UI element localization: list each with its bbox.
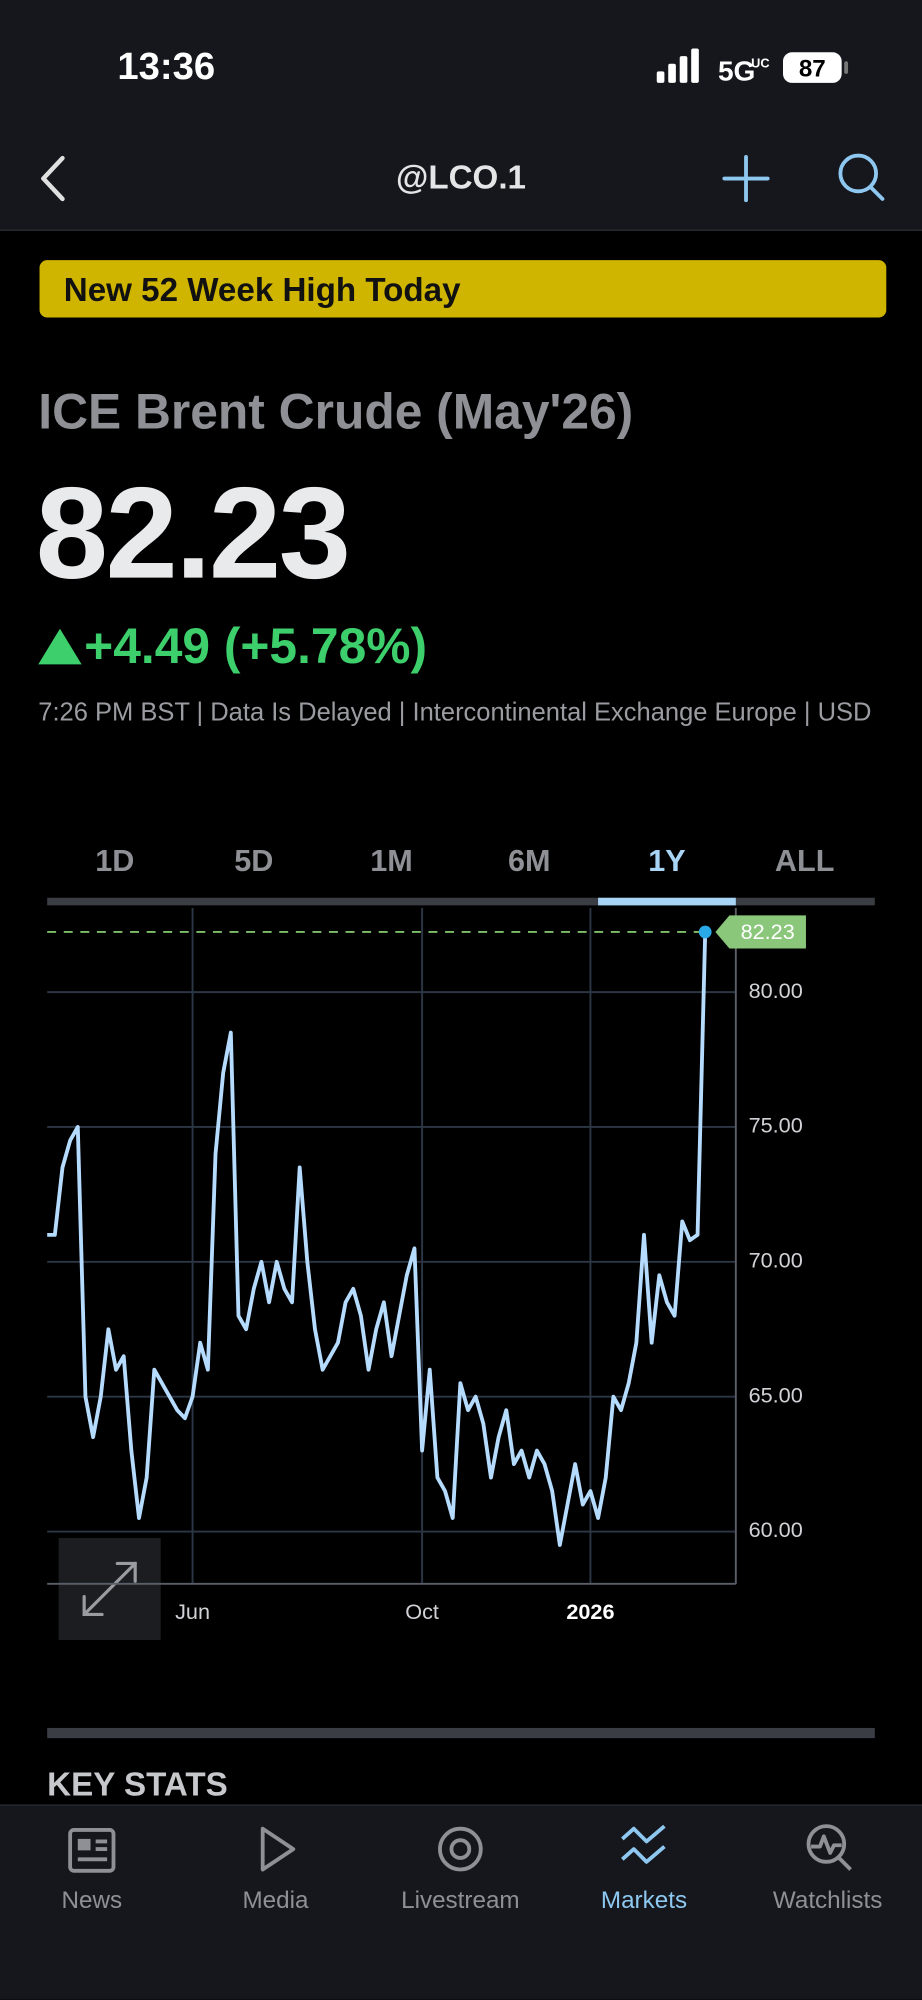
price-line <box>47 931 708 1547</box>
range-tab[interactable]: 1D <box>95 844 135 879</box>
range-tab[interactable]: 5D <box>234 844 274 879</box>
status-icons: 5G UC 87 <box>656 48 849 86</box>
y-tick-label: 65.00 <box>749 1382 803 1407</box>
header-title: @LCO.1 <box>396 158 526 197</box>
top-bar <box>0 0 922 231</box>
range-tab[interactable]: 1Y <box>648 844 686 879</box>
y-tick-label: 80.00 <box>749 978 803 1003</box>
expand-button[interactable] <box>58 1537 161 1640</box>
media-icon <box>260 1826 296 1872</box>
range-tab[interactable]: 6M <box>507 844 551 879</box>
nav-item[interactable]: Markets <box>600 1887 688 1915</box>
quote-info: 7:26 PM BST | Data Is Delayed | Intercon… <box>38 698 872 727</box>
network-sub: UC <box>751 56 769 71</box>
instrument-name: ICE Brent Crude (May'26) <box>38 385 634 440</box>
y-tick-label: 75.00 <box>749 1113 803 1138</box>
nav-icons <box>68 1824 852 1873</box>
header-icons <box>41 153 885 203</box>
price: 82.23 <box>35 460 351 606</box>
search-button[interactable] <box>838 153 885 201</box>
x-tick-label: Jun <box>175 1599 210 1624</box>
x-tick-label: 2026 <box>566 1599 614 1624</box>
y-tick-label: 70.00 <box>749 1248 803 1273</box>
network: 5G <box>718 55 755 86</box>
nav-item[interactable]: Media <box>242 1887 309 1915</box>
status-time: 13:36 <box>117 45 216 88</box>
markets-icon <box>621 1824 666 1864</box>
last-price-label: 82.23 <box>741 919 795 944</box>
range-tab[interactable]: 1M <box>370 844 413 879</box>
nav-item[interactable]: Watchlists <box>772 1887 883 1915</box>
bottom-nav <box>0 1804 922 2000</box>
x-tick-label: Oct <box>405 1599 439 1624</box>
back-button[interactable] <box>41 155 65 202</box>
separator <box>47 1727 875 1739</box>
price-change: +4.49 (+5.78%) <box>84 619 428 675</box>
y-tick-label: 60.00 <box>749 1517 803 1542</box>
banner-text: New 52 Week High Today <box>63 270 461 309</box>
up-arrow <box>38 628 82 665</box>
news-icon <box>68 1828 116 1873</box>
battery: 87 <box>799 56 826 83</box>
range-tab[interactable]: ALL <box>774 844 835 879</box>
last-price-tag <box>715 915 806 949</box>
section-title: KEY STATS <box>47 1764 228 1804</box>
last-price-dot <box>698 925 712 939</box>
add-button[interactable] <box>722 154 770 203</box>
banner: New 52 Week High Today <box>39 260 887 318</box>
nav-item[interactable]: Livestream <box>401 1887 520 1915</box>
livestream-icon <box>438 1826 483 1872</box>
nav-item[interactable]: News <box>61 1887 123 1915</box>
watchlists-icon <box>806 1824 852 1871</box>
